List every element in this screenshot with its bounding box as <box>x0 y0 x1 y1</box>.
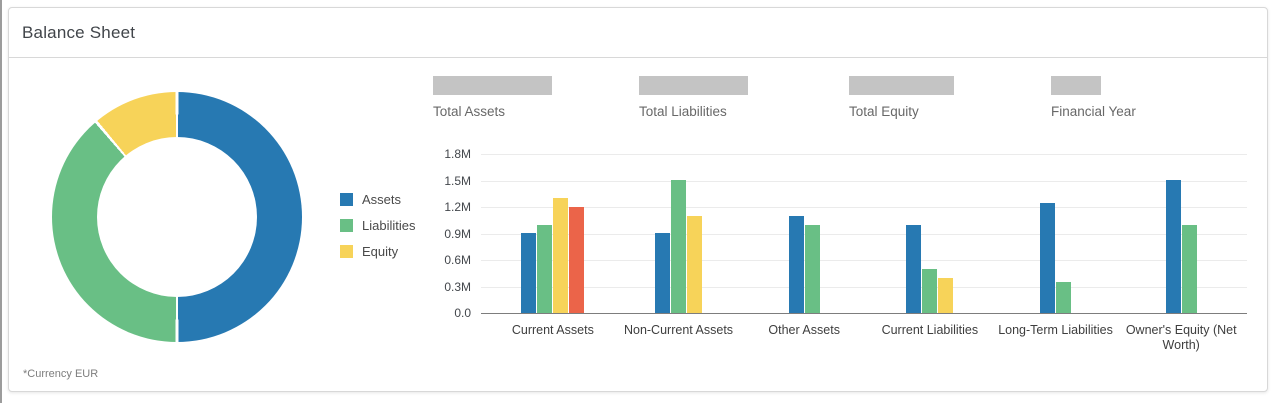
kpi-label: Total Equity <box>849 104 919 119</box>
gridline <box>481 207 1247 208</box>
bar-assets-current-liabilities[interactable] <box>906 225 922 313</box>
legend-item-liabilities[interactable]: Liabilities <box>340 218 415 233</box>
y-axis-tick-label: 1.2M <box>444 200 471 214</box>
x-axis-labels: Current Assets Non-Current Assets Other As… <box>490 323 1244 353</box>
bar-liabilities-current-assets[interactable] <box>537 225 553 313</box>
kpi-tile-financial-year: Financial Year <box>1051 76 1136 119</box>
bar-liabilities-long-term-liabilities[interactable] <box>1056 282 1072 313</box>
bar-liabilities-owner-s-equity-net-worth[interactable] <box>1181 225 1197 313</box>
bar-group-other-assets <box>741 154 867 313</box>
grouped-bar-chart: 1.8M 1.5M 1.2M 0.9M 0.6M 0.3M 0.0 Current Asset… <box>406 147 1247 382</box>
kpi-tile-total-liabilities: Total Liabilities <box>639 76 748 119</box>
bar-equity-current-liabilities[interactable] <box>938 278 954 313</box>
donut-chart[interactable] <box>52 92 302 342</box>
bar-assets-other-assets[interactable] <box>788 216 804 313</box>
bar-extra-current-assets[interactable] <box>569 207 585 313</box>
bar-equity-non-current-assets[interactable] <box>687 216 702 313</box>
x-axis-label-current-liabilities: Current Liabilities <box>881 323 979 337</box>
gridline <box>481 154 1247 155</box>
bar-assets-current-assets[interactable] <box>521 233 537 313</box>
currency-footnote: *Currency EUR <box>23 368 99 380</box>
page-title: Balance Sheet <box>22 22 136 42</box>
gridline <box>481 287 1247 288</box>
kpi-tile-total-assets: Total Assets <box>433 76 552 119</box>
bar-equity-current-assets[interactable] <box>553 198 569 313</box>
bar-group-owner-s-equity-net-worth <box>1118 154 1244 313</box>
kpi-tile-total-equity: Total Equity <box>849 76 954 119</box>
kpi-label: Financial Year <box>1051 104 1136 119</box>
kpi-label: Total Liabilities <box>639 104 727 119</box>
kpi-value-placeholder <box>1051 76 1101 95</box>
x-axis-label-current-assets: Current Assets <box>511 323 594 337</box>
legend-label: Liabilities <box>362 218 416 233</box>
legend-item-equity[interactable]: Equity <box>340 244 415 259</box>
bar-group-non-current-assets <box>616 154 742 313</box>
y-axis-tick-label: 0.3M <box>444 280 471 294</box>
legend-label: Assets <box>362 192 402 207</box>
bar-group-long-term-liabilities <box>993 154 1119 313</box>
x-axis-line <box>481 313 1247 314</box>
kpi-label: Total Assets <box>433 104 506 119</box>
page-left-border <box>0 0 2 403</box>
legend-label: Equity <box>362 244 399 259</box>
y-axis-tick-label: 1.5M <box>444 174 471 188</box>
bar-liabilities-non-current-assets[interactable] <box>671 180 686 313</box>
gridline <box>481 260 1247 261</box>
kpi-value-placeholder <box>849 76 954 95</box>
kpi-value-placeholder <box>433 76 552 95</box>
bar-groups <box>490 154 1244 313</box>
bar-assets-owner-s-equity-net-worth[interactable] <box>1165 180 1181 313</box>
kpi-value-placeholder <box>639 76 748 95</box>
bar-assets-non-current-assets[interactable] <box>655 233 670 313</box>
legend-swatch-assets <box>340 193 353 206</box>
bar-liabilities-other-assets[interactable] <box>804 225 820 313</box>
legend-swatch-equity <box>340 245 353 258</box>
gridline <box>481 181 1247 182</box>
bar-assets-long-term-liabilities[interactable] <box>1040 203 1056 313</box>
x-axis-label-long-term-liabilities: Long-Term Liabilities <box>998 323 1113 337</box>
bar-liabilities-current-liabilities[interactable] <box>922 269 938 313</box>
balance-sheet-card: Balance Sheet Assets Liabilities Equity To… <box>8 7 1268 392</box>
x-axis-label-non-current-assets: Non-Current Assets <box>623 323 734 337</box>
y-axis-tick-label: 0.9M <box>444 227 471 241</box>
card-header: Balance Sheet <box>9 8 1267 58</box>
legend-swatch-liabilities <box>340 219 353 232</box>
x-axis-label-owner-s-equity-net-worth: Owner's Equity (Net Worth) <box>1125 323 1237 352</box>
legend-item-assets[interactable]: Assets <box>340 192 415 207</box>
y-axis-tick-label: 0.0 <box>454 306 471 320</box>
chart-legend: Assets Liabilities Equity <box>340 192 415 270</box>
y-axis-tick-label: 1.8M <box>444 147 471 161</box>
bar-group-current-assets <box>490 154 616 313</box>
bar-group-current-liabilities <box>867 154 993 313</box>
y-axis-tick-label: 0.6M <box>444 253 471 267</box>
x-axis-label-other-assets: Other Assets <box>768 323 840 337</box>
gridline <box>481 234 1247 235</box>
